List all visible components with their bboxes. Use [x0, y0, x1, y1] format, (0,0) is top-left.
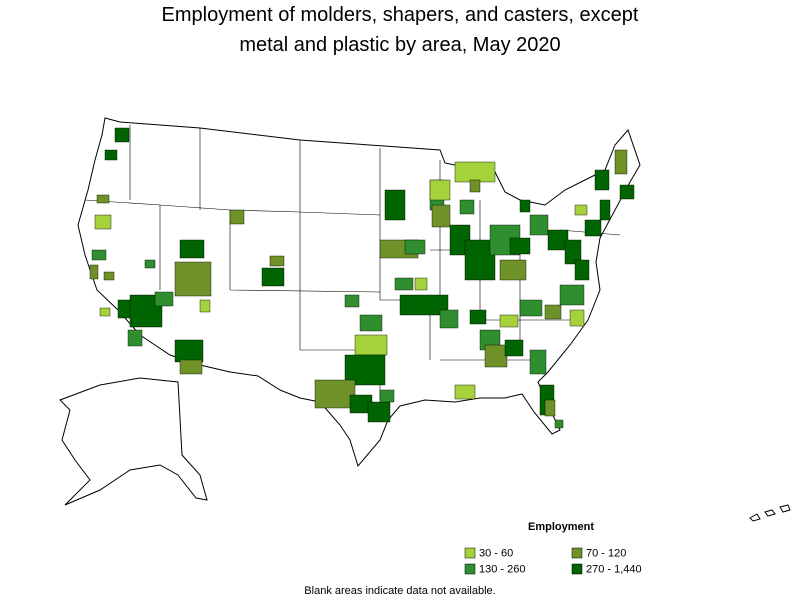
area-patch — [99, 307, 111, 317]
area-patch — [574, 259, 590, 281]
legend-swatch — [571, 563, 583, 575]
legend-swatch — [464, 547, 476, 559]
area-patch — [96, 194, 110, 204]
us-map — [59, 117, 791, 522]
area-patch — [199, 299, 211, 313]
area-patch — [179, 239, 205, 259]
area-patch — [103, 271, 115, 281]
area-patch — [314, 379, 356, 409]
legend-label: 30 - 60 — [479, 547, 513, 559]
area-patch — [529, 214, 549, 236]
area-patch — [379, 389, 395, 403]
area-patch — [469, 179, 481, 193]
area-patch — [614, 149, 628, 175]
area-patch — [384, 189, 406, 221]
area-patch — [599, 199, 611, 221]
legend-label: 130 - 260 — [479, 563, 525, 575]
area-patches — [89, 127, 635, 429]
title-line: metal and plastic by area, May 2020 — [239, 34, 560, 56]
alaska — [59, 377, 208, 506]
area-patch — [529, 349, 547, 375]
area-patch — [544, 304, 562, 320]
area-patch — [344, 294, 360, 308]
area-patch — [499, 314, 519, 328]
area-patch — [509, 237, 531, 255]
area-patch — [431, 204, 451, 228]
area-patch — [269, 255, 285, 267]
title-line: Employment of molders, shapers, and cast… — [162, 4, 639, 26]
area-patch — [91, 249, 107, 261]
area-patch — [359, 314, 383, 332]
area-patch — [594, 169, 610, 191]
legend-label: 270 - 1,440 — [586, 563, 642, 575]
legend-swatch — [571, 547, 583, 559]
area-patch — [89, 264, 99, 280]
area-patch — [154, 291, 174, 307]
legend-title: Employment — [528, 521, 594, 533]
area-patch — [499, 259, 527, 281]
area-patch — [519, 299, 543, 317]
area-patch — [399, 294, 449, 316]
area-patch — [94, 214, 112, 230]
legend-swatch — [464, 563, 476, 575]
area-patch — [179, 359, 203, 375]
area-patch — [354, 334, 388, 356]
area-patch — [574, 204, 588, 216]
area-patch — [229, 209, 245, 225]
area-patch — [394, 277, 414, 291]
area-patch — [459, 199, 475, 215]
area-patch — [261, 267, 285, 287]
area-patch — [414, 277, 428, 291]
area-patch — [569, 309, 585, 327]
legend: 30 - 60 70 - 120 130 - 260 270 - 1,440 — [464, 547, 642, 575]
area-patch — [454, 384, 476, 400]
area-patch — [544, 399, 556, 417]
area-patch — [404, 239, 426, 255]
area-patch — [439, 309, 459, 329]
area-patch — [484, 344, 508, 368]
footnote: Blank areas indicate data not available. — [304, 585, 495, 597]
legend-label: 70 - 120 — [586, 547, 626, 559]
area-patch — [104, 149, 118, 161]
area-patch — [564, 239, 582, 265]
area-patch — [429, 179, 451, 201]
area-patch — [619, 184, 635, 200]
area-patch — [559, 284, 585, 306]
area-patch — [504, 339, 524, 357]
area-patch — [114, 127, 130, 143]
area-patch — [127, 329, 143, 347]
area-patch — [174, 339, 204, 363]
area-patch — [174, 261, 212, 297]
area-patch — [519, 199, 531, 213]
area-patch — [584, 219, 602, 237]
area-patch — [367, 401, 391, 423]
area-patch — [469, 309, 487, 325]
hawaii — [749, 504, 791, 522]
area-patch — [454, 161, 496, 183]
area-patch — [554, 419, 564, 429]
area-patch — [144, 259, 156, 269]
